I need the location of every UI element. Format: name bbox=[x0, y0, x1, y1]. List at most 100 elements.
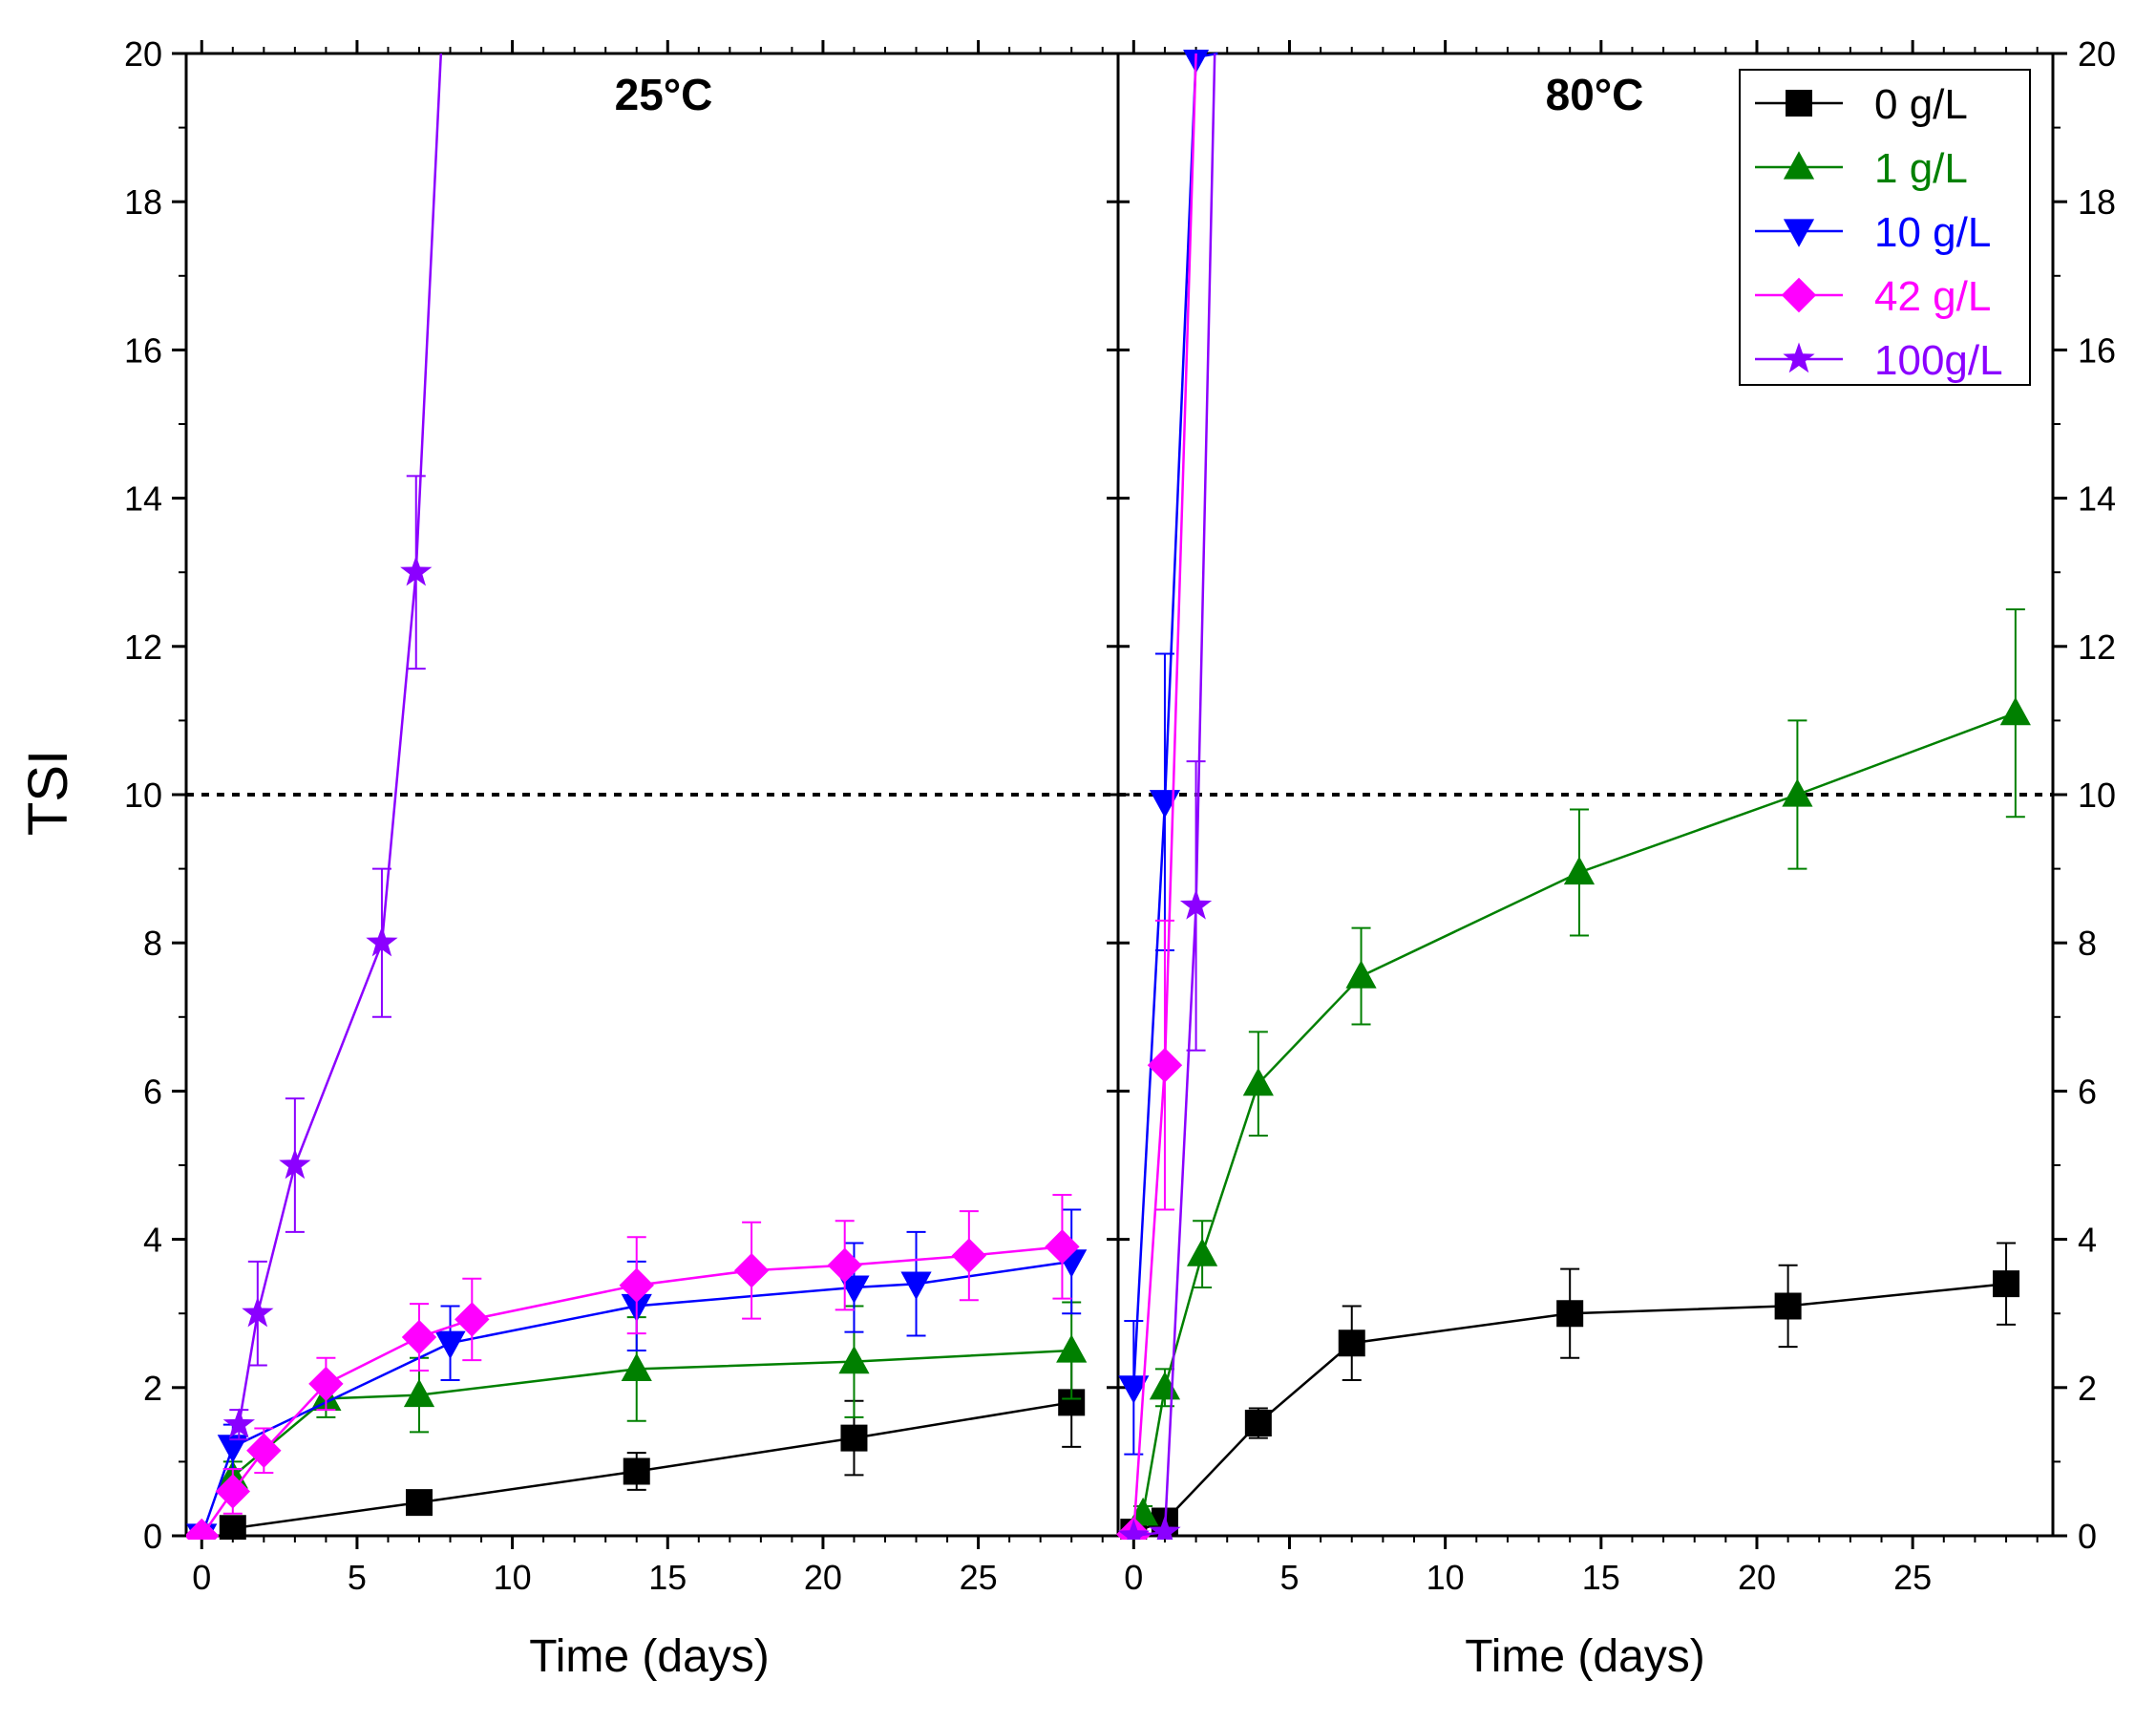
data-point bbox=[623, 1457, 650, 1485]
x-tick-label: 10 bbox=[1427, 1558, 1465, 1597]
data-point bbox=[217, 1435, 248, 1463]
y-tick-label-left: 4 bbox=[143, 1221, 162, 1260]
data-point bbox=[838, 1275, 870, 1304]
data-point bbox=[900, 1271, 932, 1300]
legend-label: 42 g/L bbox=[1874, 273, 1991, 320]
legend-items: 0 g/L 1 g/L 10 g/L 42 g/L 100g/L bbox=[1755, 81, 2003, 384]
data-point bbox=[454, 1302, 490, 1337]
y-tick-label-left: 10 bbox=[124, 776, 162, 815]
data-point bbox=[186, 1518, 220, 1540]
y-tick-label-right: 16 bbox=[2078, 330, 2116, 370]
series-line bbox=[1133, 53, 1216, 1538]
y-tick-label-left: 20 bbox=[124, 34, 162, 74]
legend-label: 1 g/L bbox=[1874, 145, 1968, 192]
x-tick-label: 20 bbox=[1738, 1558, 1776, 1597]
data-point bbox=[1187, 1238, 1218, 1266]
data-point bbox=[401, 1319, 437, 1355]
data-point bbox=[279, 1148, 311, 1180]
y-tick-label-left: 0 bbox=[143, 1517, 162, 1556]
data-point bbox=[366, 925, 398, 957]
data-point bbox=[406, 1489, 433, 1517]
series-line bbox=[238, 53, 443, 1425]
data-point bbox=[1993, 1270, 2020, 1298]
legend-label: 100g/L bbox=[1874, 337, 2003, 384]
y-tick-label-right: 8 bbox=[2078, 924, 2097, 963]
data-point bbox=[1179, 888, 1213, 920]
y-tick-label-right: 20 bbox=[2078, 34, 2116, 74]
x-tick-label: 10 bbox=[494, 1558, 532, 1597]
legend-item-0-g-l: 0 g/L bbox=[1755, 81, 1968, 128]
data-point bbox=[1118, 1375, 1150, 1404]
data-point bbox=[827, 1247, 862, 1283]
data-point bbox=[1556, 1300, 1584, 1328]
data-point bbox=[838, 1345, 870, 1374]
x-tick-label: 25 bbox=[960, 1558, 998, 1597]
legend-item-100g-l: 100g/L bbox=[1755, 337, 2003, 384]
y-tick-label-right: 18 bbox=[2078, 182, 2116, 222]
y-tick-label-right: 0 bbox=[2078, 1517, 2097, 1556]
y-tick-label-left: 2 bbox=[143, 1369, 162, 1408]
data-point bbox=[1563, 856, 1596, 885]
data-point bbox=[621, 1352, 652, 1381]
data-point bbox=[951, 1238, 987, 1273]
series-0-g-l-panel-1 bbox=[219, 1356, 1086, 1540]
x-tick-label: 0 bbox=[1124, 1558, 1143, 1597]
y-tick-label-right: 6 bbox=[2078, 1072, 2097, 1111]
legend-item-10-g-l: 10 g/L bbox=[1755, 209, 1991, 256]
data-point bbox=[1058, 1389, 1086, 1416]
x-tick-label: 0 bbox=[192, 1558, 211, 1597]
y-tick-label-left: 18 bbox=[124, 182, 162, 222]
data-point bbox=[1117, 1519, 1150, 1540]
data-point bbox=[1999, 696, 2031, 726]
y-tick-label-left: 6 bbox=[143, 1072, 162, 1111]
data-point bbox=[1242, 1067, 1274, 1096]
x-tick-label: 15 bbox=[1582, 1558, 1620, 1597]
y-tick-label-right: 14 bbox=[2078, 479, 2116, 519]
series-line bbox=[231, 1349, 1072, 1478]
y-tick-label-right: 4 bbox=[2078, 1221, 2097, 1260]
series-100g-l-panel-2 bbox=[1117, 53, 1216, 1540]
data-point bbox=[619, 1267, 654, 1303]
data-point bbox=[1338, 1329, 1365, 1357]
series-42-g-l-panel-1 bbox=[186, 1194, 1080, 1540]
data-point bbox=[1045, 1229, 1080, 1265]
legend-marker bbox=[1783, 342, 1815, 373]
x-axis-title-right: Time (days) bbox=[1465, 1631, 1705, 1682]
legend: 0 g/L 1 g/L 10 g/L 42 g/L 100g/L bbox=[1739, 69, 2031, 386]
y-tick-label-left: 14 bbox=[124, 479, 162, 519]
y-tick-label-right: 12 bbox=[2078, 628, 2116, 667]
panel-title-25c: 25°C bbox=[615, 70, 713, 119]
data-point bbox=[403, 1378, 435, 1408]
data-point bbox=[733, 1252, 770, 1288]
series-line bbox=[1132, 52, 1218, 1388]
panel-title-80c: 80°C bbox=[1546, 70, 1644, 119]
x-tick-label: 25 bbox=[1893, 1558, 1932, 1597]
data-point bbox=[434, 1330, 466, 1360]
data-point bbox=[1147, 1048, 1183, 1083]
y-tick-label-left: 12 bbox=[124, 628, 162, 667]
legend-marker bbox=[1783, 219, 1815, 247]
y-tick-label-left: 16 bbox=[124, 330, 162, 370]
x-tick-label: 15 bbox=[648, 1558, 687, 1597]
legend-marker bbox=[1781, 277, 1817, 313]
data-point bbox=[1056, 1334, 1088, 1363]
data-point bbox=[1774, 1292, 1802, 1320]
legend-item-42-g-l: 42 g/L bbox=[1755, 273, 1991, 320]
data-point bbox=[840, 1424, 868, 1452]
legend-label: 10 g/L bbox=[1874, 209, 1991, 256]
legend-marker bbox=[1783, 151, 1815, 180]
series-line bbox=[1141, 712, 2017, 1514]
data-point bbox=[246, 1433, 282, 1468]
data-point bbox=[308, 1366, 344, 1402]
data-point bbox=[1345, 960, 1377, 989]
x-tick-label: 5 bbox=[1279, 1558, 1299, 1597]
legend-item-1-g-l: 1 g/L bbox=[1755, 145, 1968, 192]
x-tick-label: 20 bbox=[804, 1558, 842, 1597]
y-axis-title: TSI bbox=[17, 750, 79, 836]
data-point bbox=[242, 1296, 274, 1328]
data-point bbox=[219, 1515, 246, 1540]
data-point bbox=[1244, 1410, 1272, 1437]
data-point bbox=[400, 555, 433, 586]
